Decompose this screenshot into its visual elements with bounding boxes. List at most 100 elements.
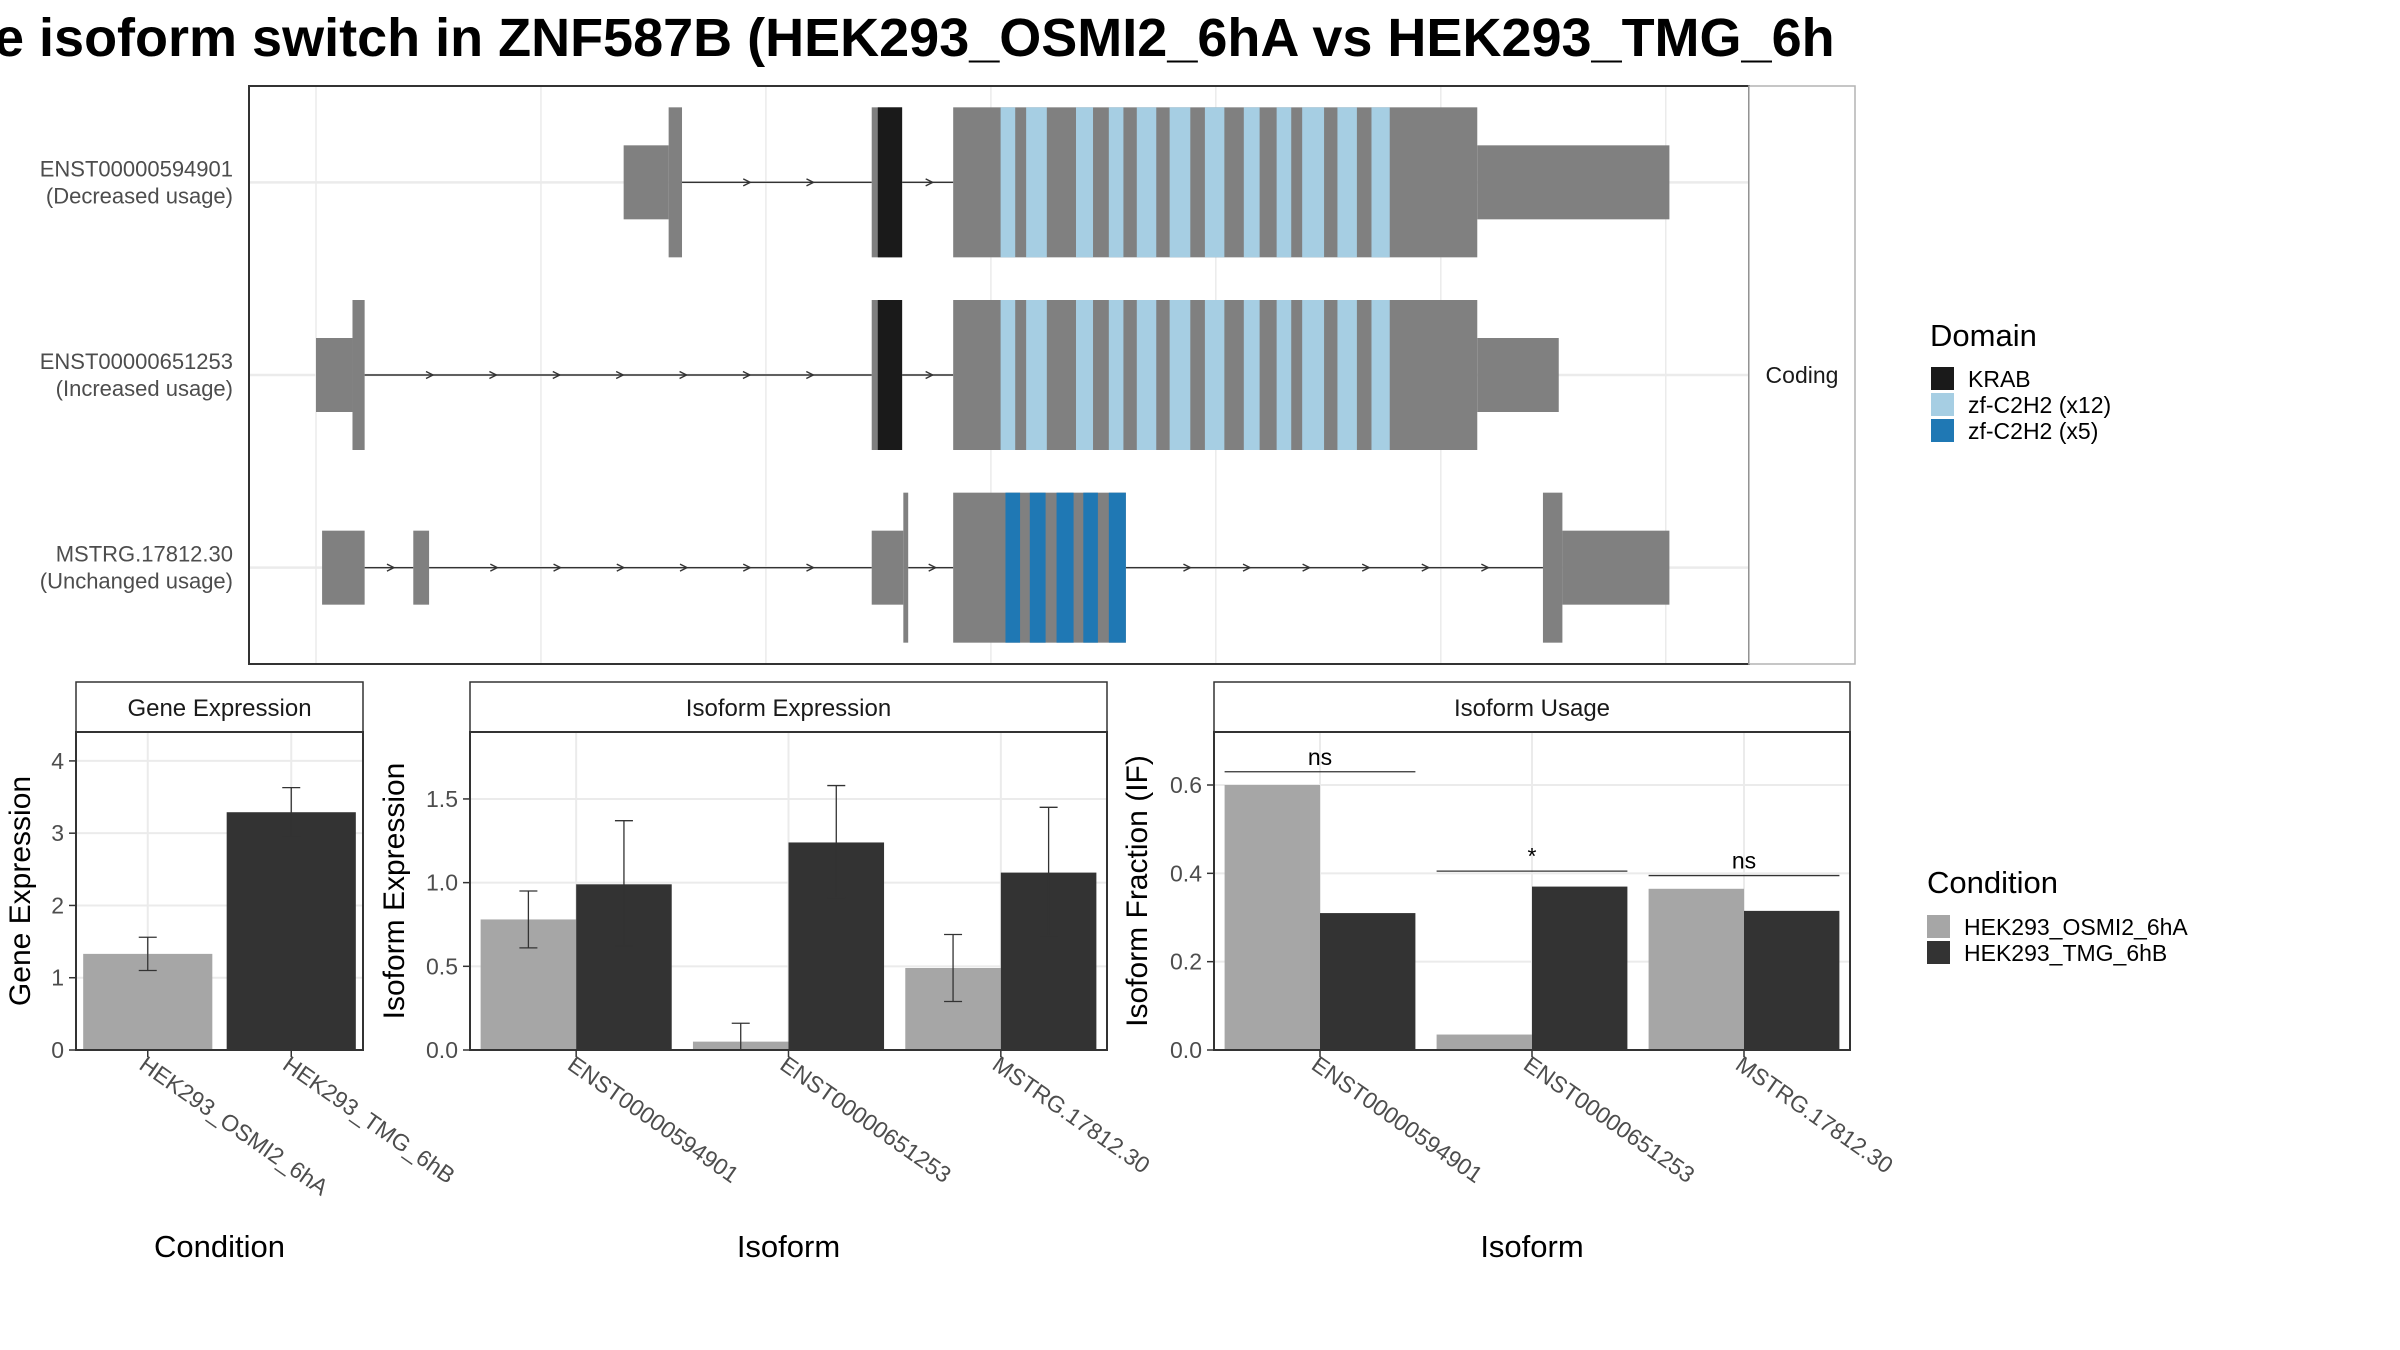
y-tick-label: 0.6 [1170, 772, 1202, 798]
zf-c2h2-domain [1000, 107, 1016, 258]
zf-c2h2-domain [1000, 300, 1016, 450]
y-tick-label: 0.5 [426, 953, 458, 979]
intron-arrow [425, 370, 435, 380]
x-tick-label: ENST00000594901 [1307, 1051, 1487, 1188]
isoform-usage-panel: Isoform Usage 0.0 0.2 0.4 0.6 ENST00000594901… [1121, 681, 1898, 1264]
utr-exon [1477, 338, 1559, 412]
condition-legend-label: HEK293_OSMI2_6hA [1964, 914, 2188, 940]
intron-arrow [489, 370, 498, 380]
zf-c2h2-domain [1276, 107, 1292, 258]
bar [1436, 1034, 1532, 1050]
zf-c2h2-domain [1029, 492, 1046, 643]
isoform-usage-label: (Unchanged usage) [40, 569, 233, 594]
intron-arrow [1183, 563, 1193, 572]
zf-c2h2-domain [1083, 492, 1098, 643]
intron-arrow [553, 563, 563, 572]
cds-exon [1542, 492, 1563, 643]
zf-c2h2-domain [1026, 300, 1047, 450]
intron-arrow [742, 178, 752, 187]
coding-strip [1748, 85, 1856, 665]
isoform-id-label: ENST00000651253 [40, 349, 233, 374]
zf-c2h2-domain [1337, 300, 1357, 450]
intron-arrow [552, 370, 562, 380]
zf-c2h2-domain [1026, 107, 1047, 258]
isoform-usage-label: (Increased usage) [56, 376, 233, 401]
krab-domain [877, 107, 903, 258]
intron-arrow [928, 563, 938, 572]
x-axis-title: Isoform [1480, 1229, 1583, 1264]
x-axis-title: Condition [154, 1229, 285, 1264]
intron-arrow [1421, 563, 1431, 572]
x-tick-label: ENST00000651253 [776, 1051, 956, 1188]
isoform-expression-panel: Isoform Expression 0.0 0.5 1.0 1.5 ENST000005… [378, 681, 1155, 1264]
x-tick-label: ENST00000594901 [563, 1051, 743, 1188]
condition-legend-swatch [1927, 915, 1950, 938]
zf-c2h2-domain [1302, 107, 1325, 258]
cds-exon [668, 107, 683, 258]
intron-arrow [806, 563, 816, 572]
significance-label: ns [1732, 848, 1756, 874]
panel-border [75, 731, 364, 1051]
x-tick-label: ENST00000651253 [1519, 1051, 1699, 1188]
zf-c2h2-domain [1276, 300, 1292, 450]
panel-strip [469, 681, 1108, 733]
domain-legend-swatch [1931, 367, 1954, 390]
cds-exon [352, 300, 365, 450]
zf-c2h2-domain [1204, 107, 1225, 258]
utr-exon [413, 530, 430, 605]
zf-c2h2-domain [1005, 492, 1021, 643]
domain-legend-label: zf-C2H2 (x12) [1968, 392, 2111, 418]
significance-label: ns [1308, 744, 1332, 770]
y-tick-label: 0.0 [426, 1037, 458, 1063]
zf-c2h2-domain [1169, 300, 1191, 450]
domain-legend-title: Domain [1930, 318, 2037, 353]
intron-arrow [679, 370, 689, 380]
utr-exon [316, 338, 353, 412]
bar [226, 812, 356, 1050]
y-tick-label: 1.0 [426, 870, 458, 896]
utr-exon [1562, 530, 1670, 605]
panel-strip [75, 681, 364, 733]
krab-domain [877, 300, 903, 450]
intron-arrow [386, 563, 396, 572]
figure-title: e isoform switch in ZNF587B (HEK293_OSMI… [0, 8, 1835, 68]
zf-c2h2-domain [1371, 107, 1390, 258]
zf-c2h2-domain [1136, 107, 1157, 258]
intron-arrow [806, 370, 815, 380]
cds-exon [903, 492, 909, 643]
y-tick-label: 0.0 [1170, 1037, 1202, 1063]
zf-c2h2-domain [1243, 300, 1260, 450]
intron-arrow [1361, 563, 1371, 572]
zf-c2h2-domain [1136, 300, 1157, 450]
panel-border [1213, 731, 1851, 1051]
isoform-structure-panel: ENST00000594901(Decreased usage) ENST0000… [40, 85, 1856, 665]
bar [1532, 886, 1628, 1050]
condition-legend-swatch [1927, 941, 1950, 964]
y-tick-label: 0.2 [1170, 949, 1202, 975]
condition-legend-title: Condition [1927, 865, 2058, 900]
y-tick-label: 1 [51, 965, 64, 991]
bar [1744, 910, 1840, 1050]
zf-c2h2-domain [1056, 492, 1074, 643]
intron-arrow [742, 370, 752, 380]
x-tick-label: MSTRG.17812.30 [1731, 1051, 1898, 1179]
intron-arrow [1481, 563, 1490, 572]
y-axis-title: Isoform Fraction (IF) [1121, 755, 1154, 1027]
zf-c2h2-domain [1076, 107, 1094, 258]
significance-label: * [1528, 843, 1537, 869]
domain-legend-swatch [1931, 419, 1954, 442]
zf-c2h2-domain [1204, 300, 1225, 450]
domain-legend-swatch [1931, 393, 1954, 416]
y-tick-label: 1.5 [426, 786, 458, 812]
domain-legend-label: zf-C2H2 (x5) [1968, 418, 2098, 444]
zf-c2h2-domain [1108, 300, 1124, 450]
y-axis-title: Isoform Expression [378, 763, 411, 1020]
zf-c2h2-domain [1302, 300, 1325, 450]
panel-strip-label: Gene Expression [127, 695, 311, 722]
utr-exon [322, 530, 365, 605]
zf-c2h2-domain [1337, 107, 1357, 258]
zf-c2h2-domain [1108, 107, 1124, 258]
